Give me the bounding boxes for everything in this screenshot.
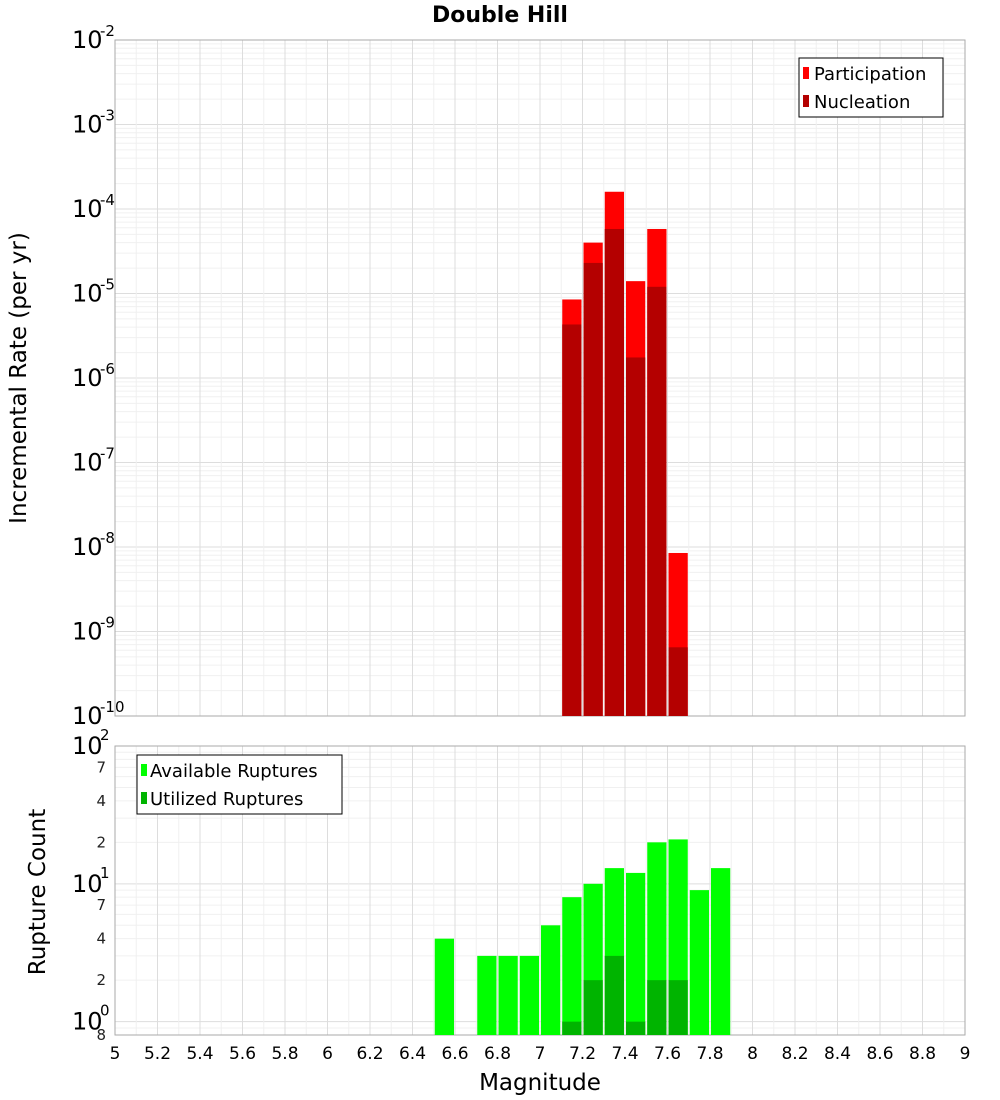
bottom-legend: Available Ruptures Utilized Ruptures: [136, 754, 343, 815]
utilized-ruptures-legend-swatch: [141, 792, 147, 804]
y-tick-label: 10: [72, 533, 103, 561]
y-tick-minor-label: 7: [96, 896, 106, 914]
x-tick-label: 9: [960, 1044, 971, 1064]
x-tick-label: 7: [535, 1044, 546, 1064]
available-ruptures-bar: [519, 955, 539, 1035]
nucleation-bar: [647, 286, 667, 716]
x-tick-label: 5.6: [229, 1044, 256, 1064]
y-tick-exponent: 0: [100, 1002, 110, 1020]
x-tick-label: 8.8: [909, 1044, 936, 1064]
top-plot-frame: [114, 39, 966, 717]
y-tick-label: 10: [72, 1008, 103, 1036]
available-ruptures-bar: [689, 890, 709, 1035]
utilized-ruptures-bar: [604, 955, 624, 1035]
bottom-plot-frame: [114, 745, 966, 1036]
y-tick-label: 10: [72, 111, 103, 139]
x-tick-label: 6.2: [356, 1044, 383, 1064]
bottom-legend-box: [136, 754, 343, 815]
utilized-ruptures-bar: [668, 980, 688, 1035]
y-tick-minor-label: 4: [96, 930, 106, 948]
top-plot-bars: [562, 191, 688, 717]
utilized-ruptures-bar: [647, 980, 667, 1035]
available-ruptures-legend-swatch: [141, 764, 147, 776]
nucleation-bar: [668, 647, 688, 716]
x-tick-label: 8.4: [824, 1044, 851, 1064]
y-tick-minor-label: 4: [96, 792, 106, 810]
bottom-y-axis-title: Rupture Count: [25, 809, 51, 975]
x-tick-label: 7.4: [611, 1044, 638, 1064]
x-tick-label: 6: [322, 1044, 333, 1064]
top-legend: Participation Nucleation: [798, 57, 944, 118]
utilized-ruptures-bar: [562, 1021, 582, 1035]
x-tick-label: 6.4: [399, 1044, 426, 1064]
y-tick-label: 10: [72, 870, 103, 898]
available-ruptures-bar: [434, 938, 454, 1035]
x-axis-title: Magnitude: [479, 1070, 601, 1096]
y-tick-minor-label: 8: [96, 1026, 106, 1044]
available-ruptures-bar: [562, 897, 582, 1035]
available-ruptures-bar: [477, 955, 497, 1035]
available-ruptures-bar: [498, 955, 518, 1035]
y-tick-exponent: 2: [100, 726, 110, 744]
nucleation-legend-swatch: [803, 95, 809, 107]
utilized-ruptures-bar: [626, 1021, 646, 1035]
available-ruptures-bar: [626, 872, 646, 1035]
x-tick-label: 5.4: [186, 1044, 213, 1064]
x-tick-label: 8.2: [781, 1044, 808, 1064]
available-ruptures-legend-label: Available Ruptures: [150, 761, 318, 782]
chart-title: Double Hill: [432, 3, 568, 28]
nucleation-bar: [604, 228, 624, 716]
x-tick-label: 7.6: [654, 1044, 681, 1064]
x-tick-label: 6.8: [484, 1044, 511, 1064]
x-tick-labels: 5 5.2 5.4 5.6 5.8 6 6.2 6.4 6.6 6.8 7 7.2 7.4 7.6 7.8 8…: [110, 1044, 971, 1064]
y-tick-label: 10: [72, 26, 103, 54]
y-tick-minor-label: 2: [96, 971, 106, 989]
x-tick-label: 7.2: [569, 1044, 596, 1064]
nucleation-bar: [562, 324, 582, 716]
bottom-plot-bars: [434, 839, 731, 1035]
y-tick-label: 10: [72, 364, 103, 392]
x-tick-label: 5.8: [271, 1044, 298, 1064]
top-y-axis-title: Incremental Rate (per yr): [6, 232, 32, 524]
nucleation-bar: [626, 357, 646, 716]
nucleation-legend-label: Nucleation: [814, 92, 910, 113]
available-ruptures-bar: [541, 925, 561, 1035]
y-tick-label: 10: [72, 618, 103, 646]
top-plot-grid: [115, 40, 966, 717]
y-tick-label: 10: [72, 195, 103, 223]
participation-legend-label: Participation: [814, 64, 926, 85]
x-tick-label: 5.2: [144, 1044, 171, 1064]
x-tick-label: 5: [110, 1044, 121, 1064]
y-tick-exponent: 1: [100, 864, 110, 882]
y-tick-minor-label: 7: [96, 758, 106, 776]
y-tick-exponent: -9: [100, 614, 115, 632]
x-tick-label: 6.6: [441, 1044, 468, 1064]
x-tick-label: 8.6: [866, 1044, 893, 1064]
utilized-ruptures-bar: [583, 980, 603, 1035]
y-tick-exponent: -3: [100, 107, 115, 125]
y-tick-exponent: -6: [100, 360, 115, 378]
x-tick-label: 8: [747, 1044, 758, 1064]
y-tick-label: 10: [72, 280, 103, 308]
participation-legend-swatch: [803, 67, 809, 79]
utilized-ruptures-legend-label: Utilized Ruptures: [150, 789, 303, 810]
y-tick-label: 10: [72, 449, 103, 477]
available-ruptures-bar: [711, 868, 731, 1035]
y-tick-minor-label: 2: [96, 833, 106, 851]
y-tick-exponent: -2: [100, 22, 115, 40]
y-tick-exponent: -4: [100, 191, 115, 209]
y-tick-exponent: -5: [100, 276, 115, 294]
y-tick-exponent: -7: [100, 445, 115, 463]
y-tick-exponent: -10: [100, 698, 125, 716]
top-legend-box: [798, 57, 944, 118]
y-tick-label: 10: [72, 732, 103, 760]
x-tick-label: 7.8: [696, 1044, 723, 1064]
top-y-tick-labels: 10-210-310-410-510-610-710-810-910-10: [72, 22, 125, 730]
y-tick-exponent: -8: [100, 529, 115, 547]
nucleation-bar: [583, 262, 603, 716]
y-tick-label: 10: [72, 702, 103, 730]
